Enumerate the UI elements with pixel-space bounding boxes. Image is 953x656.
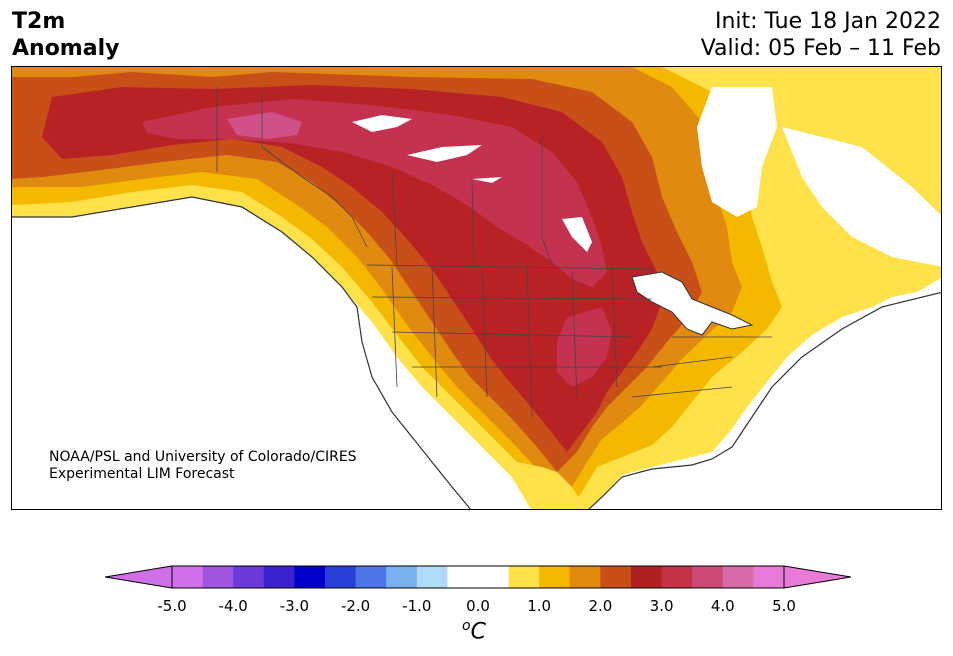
colorbar-unit: oC — [462, 618, 486, 644]
colorbar — [105, 565, 851, 589]
colorbar-tick-label: 2.0 — [588, 597, 613, 615]
neutral-east — [782, 127, 941, 267]
colorbar-tick-label: -2.0 — [340, 597, 371, 615]
unit-base: C — [470, 619, 486, 645]
colorbar-under-arrow — [105, 565, 173, 589]
credit-line-1: NOAA/PSL and University of Colorado/CIRE… — [49, 449, 357, 465]
colorbar-swatch — [386, 566, 418, 588]
colorbar-over-arrow — [783, 565, 851, 589]
map-title: T2m Anomaly — [12, 8, 119, 62]
lake-1 — [352, 115, 412, 132]
coastline — [12, 196, 941, 509]
colorbar-swatch — [508, 566, 540, 588]
colorbar-swatch — [569, 566, 601, 588]
colorbar-swatch — [416, 566, 448, 588]
valid-date: Valid: 05 Feb – 11 Feb — [700, 36, 941, 61]
ocean-gulf — [589, 292, 941, 509]
colorbar-swatch — [294, 566, 326, 588]
colorbar-tick-label: -1.0 — [402, 597, 432, 615]
lake-3 — [472, 177, 502, 183]
map-credit: NOAA/PSL and University of Colorado/CIRE… — [49, 449, 357, 483]
neutral-hudson — [697, 87, 777, 217]
colorbar-swatch — [325, 566, 357, 588]
colorbar-swatch — [539, 566, 571, 588]
anomaly-band-6 — [142, 99, 607, 287]
colorbar-tick-label: 4.0 — [710, 597, 735, 615]
anomaly-band-7-north — [227, 112, 302, 139]
date-info: Init: Tue 18 Jan 2022 Valid: 05 Feb – 11… — [701, 8, 941, 62]
ocean-pacific — [12, 197, 471, 509]
colorbar-swatch — [600, 566, 632, 588]
map-canvas — [12, 67, 941, 509]
lake-4 — [562, 217, 592, 252]
unit-superscript: o — [462, 618, 471, 634]
colorbar-frame — [171, 565, 785, 589]
colorbar-swatch — [631, 566, 663, 588]
colorbar-swatch — [172, 566, 204, 588]
colorbar-tick-label: 1.0 — [527, 597, 552, 615]
colorbar-tick-label: 5.0 — [772, 597, 796, 615]
colorbar-swatch — [753, 566, 785, 588]
lake-2 — [407, 145, 482, 162]
borders — [216, 87, 772, 418]
colorbar-swatch — [202, 566, 234, 588]
colorbar-swatch — [692, 566, 724, 588]
colorbar-tick-label: 0.0 — [466, 597, 490, 615]
title-line-1: T2m — [12, 9, 66, 34]
colorbar-swatch — [233, 566, 265, 588]
colorbar-swatch — [722, 566, 754, 588]
anomaly-map — [11, 66, 942, 510]
great-lakes — [631, 271, 754, 336]
colorbar-swatch — [355, 566, 387, 588]
init-date: Init: Tue 18 Jan 2022 — [714, 9, 941, 34]
colorbar-swatch — [263, 566, 295, 588]
colorbar-swatch — [447, 566, 479, 588]
colorbar-tick-label: -4.0 — [218, 597, 248, 615]
credit-line-2: Experimental LIM Forecast — [49, 466, 235, 482]
colorbar-tick-label: 3.0 — [649, 597, 674, 615]
colorbar-swatch — [661, 566, 693, 588]
colorbar-tick-label: -5.0 — [157, 597, 187, 615]
colorbar-swatch — [478, 566, 510, 588]
land-mexico — [482, 447, 586, 509]
title-line-2: Anomaly — [12, 36, 120, 61]
colorbar-tick-label: -3.0 — [279, 597, 310, 615]
